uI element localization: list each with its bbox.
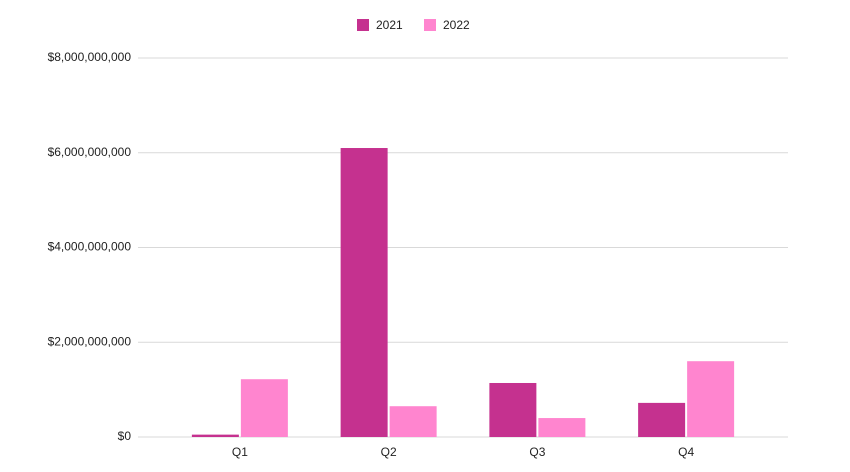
bar xyxy=(389,406,437,437)
bar xyxy=(340,148,388,437)
y-tick-label: $6,000,000,000 xyxy=(48,145,132,159)
legend-swatch xyxy=(357,19,369,31)
legend-swatch xyxy=(424,19,436,31)
legend-label: 2021 xyxy=(376,18,403,32)
legend-label: 2022 xyxy=(443,18,470,32)
bar xyxy=(687,361,735,437)
bar xyxy=(538,418,586,437)
bar xyxy=(638,402,686,437)
y-tick-label: $4,000,000,000 xyxy=(48,240,132,254)
x-tick-label: Q3 xyxy=(529,445,545,459)
y-tick-label: $8,000,000,000 xyxy=(48,50,132,64)
y-tick-label: $2,000,000,000 xyxy=(48,334,132,348)
x-tick-label: Q2 xyxy=(381,445,397,459)
x-tick-label: Q1 xyxy=(232,445,248,459)
bar xyxy=(489,382,537,437)
x-tick-label: Q4 xyxy=(678,445,694,459)
bar xyxy=(191,434,239,437)
bar xyxy=(240,379,288,437)
y-tick-label: $0 xyxy=(118,429,132,443)
